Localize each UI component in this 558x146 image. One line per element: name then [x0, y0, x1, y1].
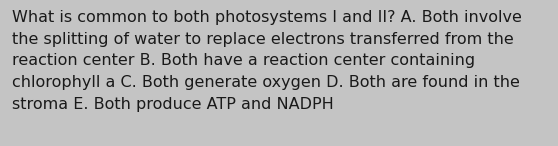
- Text: What is common to both photosystems I and II? A. Both involve
the splitting of w: What is common to both photosystems I an…: [12, 10, 522, 112]
